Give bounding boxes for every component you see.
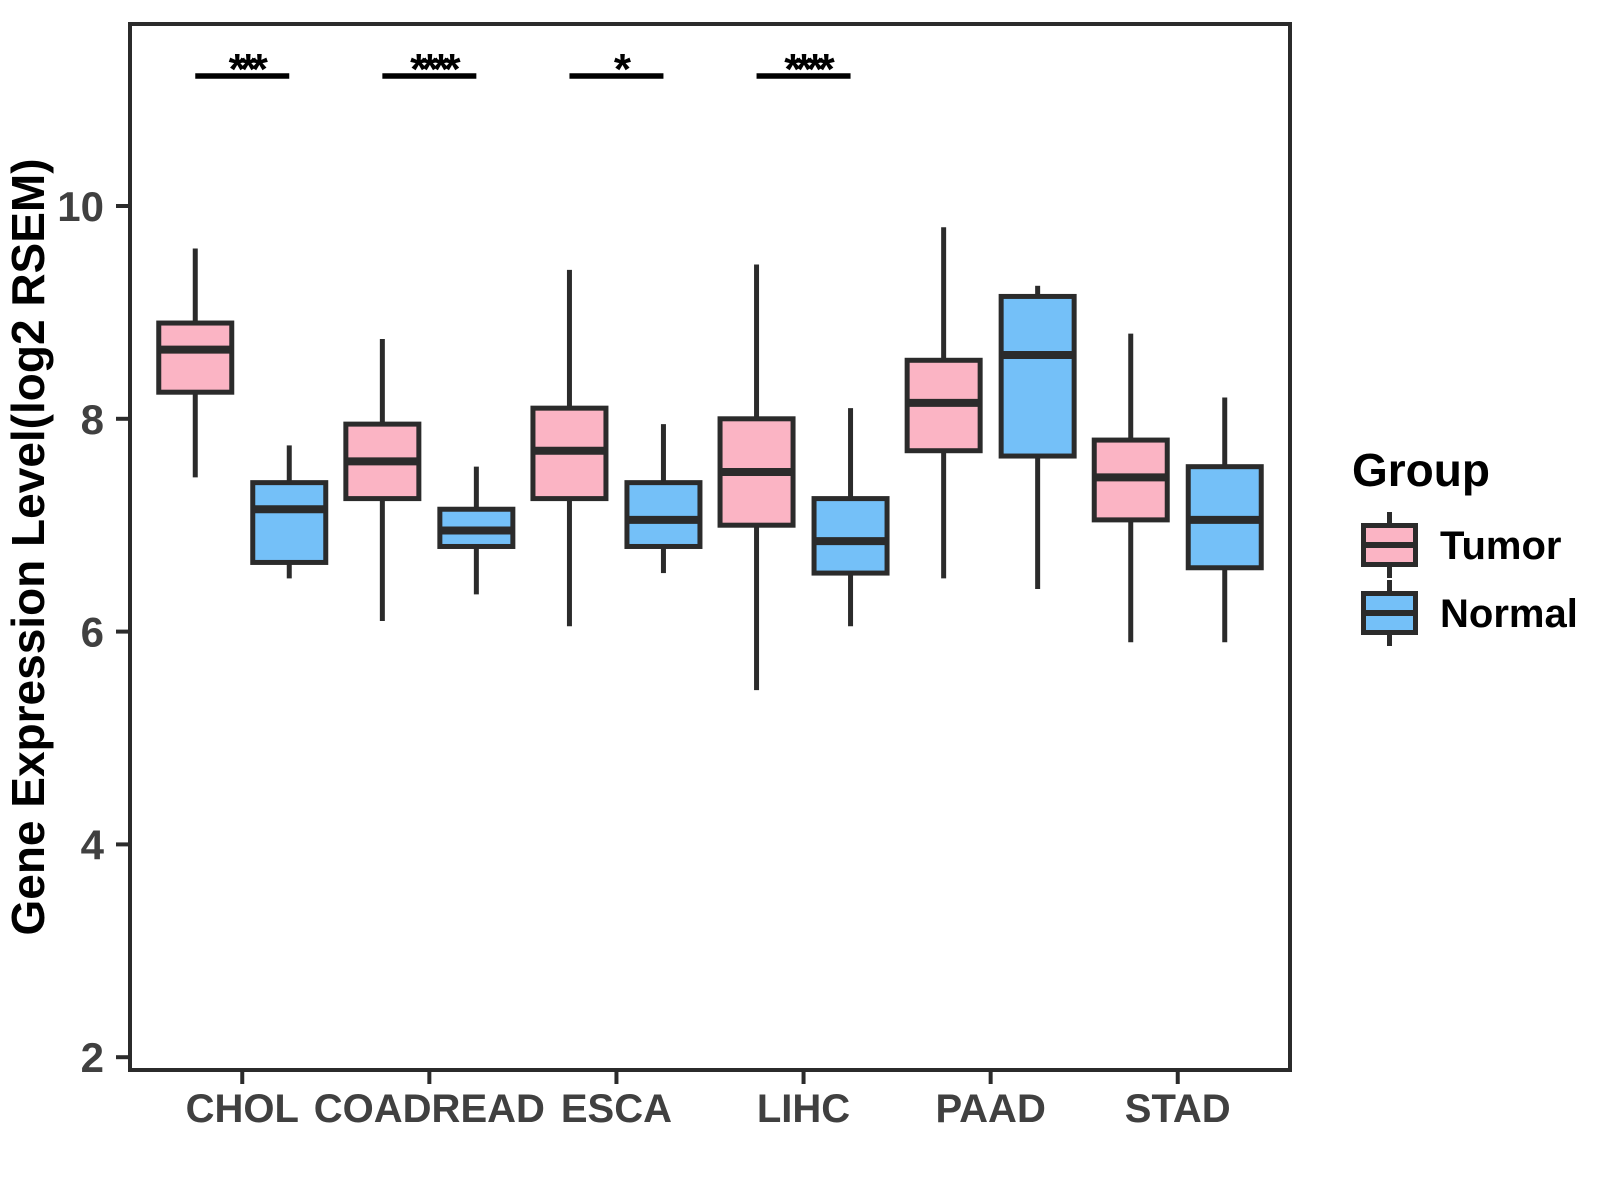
- box-tumor-coadread: [343, 339, 422, 621]
- x-tick-label-coadread: COADREAD: [314, 1087, 545, 1131]
- legend-entry-tumor: Tumor: [1361, 512, 1561, 578]
- y-tick-label: 10: [57, 183, 104, 230]
- y-tick-label: 4: [81, 821, 105, 868]
- legend-label-tumor: Tumor: [1440, 524, 1561, 568]
- x-tick-label-paad: PAAD: [935, 1087, 1045, 1131]
- box-normal-coadread: [437, 466, 516, 595]
- significance-label-lihc: ****: [784, 45, 835, 94]
- box-tumor-stad: [1091, 333, 1170, 643]
- iqr-box: [998, 293, 1077, 459]
- axes: 2 4 6 8 10 CHOL COADREAD ESCA LIHC PAAD STAD: [57, 183, 1230, 1131]
- box-normal-lihc: [811, 408, 890, 627]
- box-normal-stad: [1185, 397, 1264, 643]
- plot-panel: *** **** * ****: [128, 22, 1292, 1072]
- box-tumor-esca: [530, 269, 609, 627]
- legend: Tumor Normal: [1361, 512, 1578, 646]
- significance-label-coadread: ****: [410, 45, 461, 94]
- y-tick-label: 8: [81, 396, 104, 443]
- y-tick-label: 2: [81, 1034, 104, 1081]
- box-normal-chol: [250, 445, 329, 579]
- x-tick-label-lihc: LIHC: [757, 1087, 850, 1131]
- box-normal-esca: [624, 424, 703, 574]
- significance-label-esca: *: [614, 45, 632, 94]
- iqr-box: [250, 480, 329, 565]
- iqr-box: [811, 496, 890, 576]
- box-tumor-paad: [904, 227, 983, 579]
- legend-label-normal: Normal: [1440, 592, 1578, 636]
- y-axis-title: Gene Expression Level(log2 RSEM): [2, 158, 54, 935]
- legend-entry-normal: Normal: [1361, 580, 1578, 646]
- box-tumor-chol: [156, 248, 235, 478]
- box-tumor-lihc: [717, 264, 796, 691]
- iqr-box: [156, 320, 235, 395]
- significance-label-chol: ***: [229, 45, 269, 94]
- panel-border: [128, 22, 1292, 1072]
- legend-title: Group: [1352, 444, 1490, 496]
- iqr-box: [624, 480, 703, 549]
- x-tick-label-chol: CHOL: [186, 1087, 299, 1131]
- x-tick-label-stad: STAD: [1125, 1087, 1231, 1131]
- x-tick-label-esca: ESCA: [561, 1087, 672, 1131]
- y-tick-label: 6: [81, 609, 104, 656]
- box-normal-paad: [998, 285, 1077, 590]
